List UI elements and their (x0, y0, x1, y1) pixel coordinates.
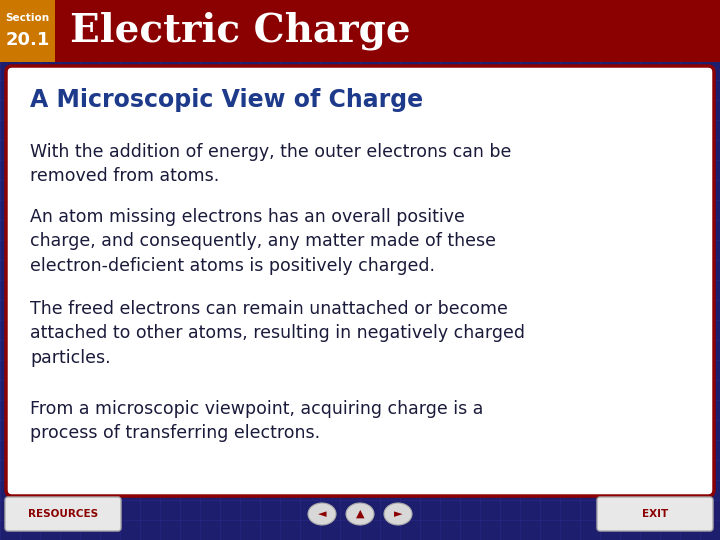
Text: EXIT: EXIT (642, 509, 668, 519)
Text: From a microscopic viewpoint, acquiring charge is a
process of transferring elec: From a microscopic viewpoint, acquiring … (30, 400, 483, 442)
Polygon shape (0, 0, 55, 62)
Text: Section: Section (6, 13, 50, 23)
Text: ◄: ◄ (318, 509, 326, 519)
Text: RESOURCES: RESOURCES (28, 509, 98, 519)
Text: ▲: ▲ (356, 509, 364, 519)
Text: A Microscopic View of Charge: A Microscopic View of Charge (30, 88, 423, 112)
FancyBboxPatch shape (5, 497, 121, 531)
Text: Electric Charge: Electric Charge (70, 12, 410, 50)
Ellipse shape (308, 503, 336, 525)
Text: 20.1: 20.1 (5, 31, 50, 49)
Text: An atom missing electrons has an overall positive
charge, and consequently, any : An atom missing electrons has an overall… (30, 208, 496, 275)
Text: ►: ► (394, 509, 402, 519)
Ellipse shape (346, 503, 374, 525)
Ellipse shape (384, 503, 412, 525)
FancyBboxPatch shape (6, 66, 714, 496)
Polygon shape (0, 0, 720, 62)
Text: With the addition of energy, the outer electrons can be
removed from atoms.: With the addition of energy, the outer e… (30, 143, 511, 185)
Text: The freed electrons can remain unattached or become
attached to other atoms, res: The freed electrons can remain unattache… (30, 300, 525, 367)
FancyBboxPatch shape (597, 497, 713, 531)
